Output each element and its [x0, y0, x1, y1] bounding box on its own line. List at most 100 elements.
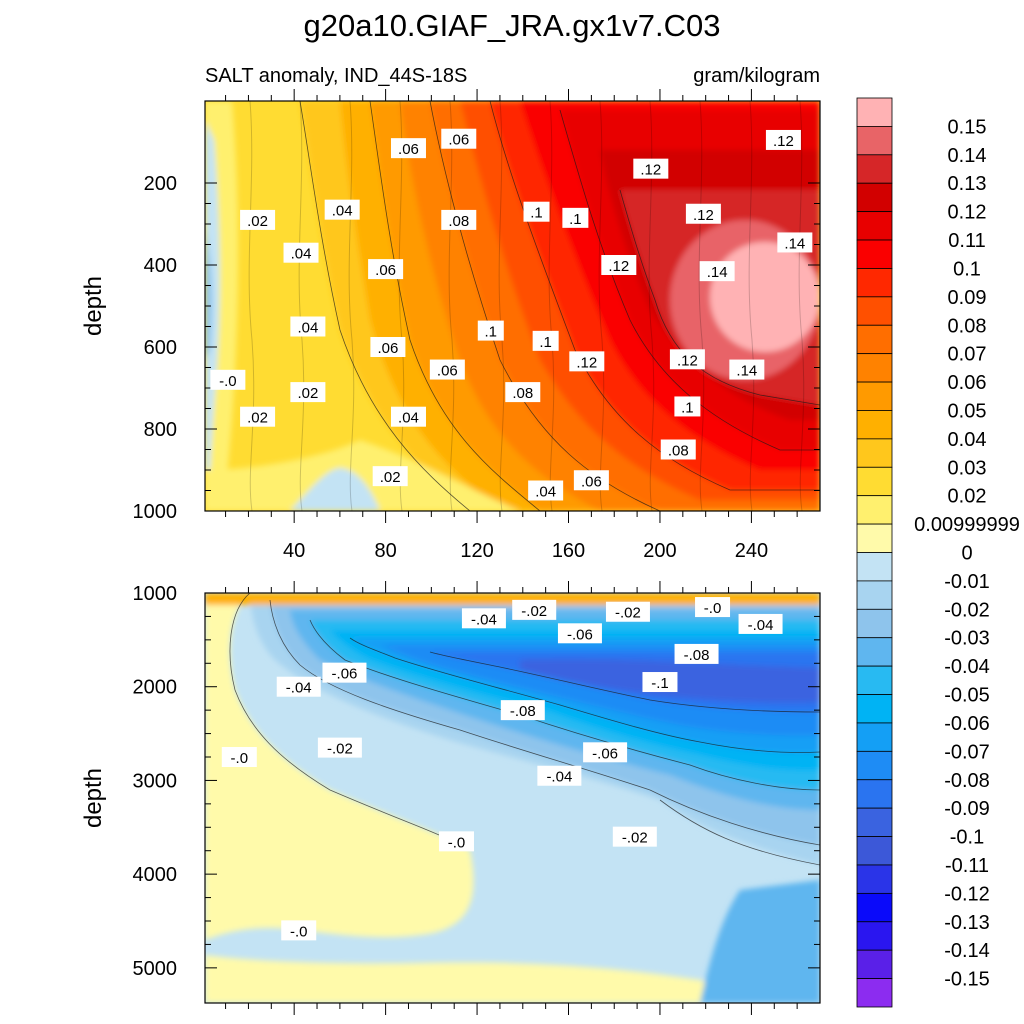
upper-field — [205, 101, 820, 511]
contour-label-box — [322, 662, 367, 683]
contour-label-text: .06 — [375, 262, 396, 279]
contour-label-text: .06 — [448, 132, 469, 149]
contour-label-box — [370, 337, 406, 357]
colorbar-label: -0.04 — [944, 656, 990, 678]
contour-label-text: .02 — [247, 410, 268, 427]
contour-label-box — [695, 597, 731, 618]
x-tick-label: 160 — [552, 540, 585, 562]
contour-label-box — [532, 330, 559, 351]
colorbar-box — [856, 182, 893, 213]
contour-label-text: -.06 — [567, 626, 593, 643]
contour-label: .1 — [477, 320, 504, 341]
contour-label-box — [240, 406, 276, 427]
contour-label-text: -.04 — [286, 680, 312, 697]
contour-label-text: .12 — [640, 162, 661, 179]
colorbar-box — [856, 665, 893, 695]
contour-label-text: .02 — [247, 213, 268, 230]
contour-label-box — [642, 672, 678, 693]
colorbar-box — [856, 580, 893, 610]
contour-label: .06 — [441, 128, 477, 149]
contour-label-box — [569, 351, 605, 372]
contour-label: .04 — [324, 199, 360, 220]
contour-label-text: .12 — [576, 354, 597, 371]
colorbar-box — [856, 353, 893, 383]
contour-label-text: -.08 — [510, 703, 536, 720]
contour-label-box — [557, 623, 602, 644]
contour-label-box — [528, 480, 564, 501]
contour-label-box — [523, 201, 550, 222]
contour-label: -.1 — [642, 672, 678, 693]
contour-label: -.06 — [583, 742, 628, 763]
contour-label-text: .06 — [437, 363, 458, 380]
contour-label-text: .12 — [677, 352, 698, 369]
colorbar-label: 0.14 — [948, 145, 987, 167]
contour-label-box — [729, 359, 765, 380]
colorbar-box — [856, 466, 893, 497]
colorbar-box — [856, 97, 893, 127]
contour-label-text: .14 — [707, 264, 728, 281]
contour-label-text: .04 — [535, 484, 556, 501]
colorbar-box — [856, 381, 893, 411]
colorbar-box — [856, 523, 893, 553]
contour-label-text: -.02 — [521, 603, 547, 620]
contour-label-box — [390, 138, 426, 159]
contour-label: .02 — [240, 406, 276, 427]
contour-label-box — [441, 209, 477, 230]
colorbar-box — [856, 750, 893, 781]
contour-label-box — [240, 209, 276, 230]
colorbar-box — [856, 864, 893, 894]
contour-label: -.08 — [674, 643, 719, 664]
colorbar-box — [856, 410, 893, 440]
x-tick-label: 40 — [283, 540, 305, 562]
contour-label-box — [738, 613, 783, 634]
colorbar-label: 0.05 — [948, 400, 987, 422]
contour-label: -.0 — [210, 369, 246, 390]
colorbar-label: 0.12 — [948, 202, 987, 224]
contour-label-text: .1 — [681, 399, 694, 416]
contour-label-box — [441, 128, 477, 149]
colorbar-label: 0.07 — [948, 344, 987, 366]
colorbar-label: -0.13 — [944, 912, 990, 934]
contour-label: -.06 — [557, 623, 602, 644]
contour-label: .02 — [240, 209, 276, 230]
contour-label-text: -.06 — [332, 666, 358, 683]
colorbar-label: -0.09 — [944, 798, 990, 820]
contour-label: -.06 — [322, 662, 367, 683]
contour-label-box — [477, 320, 504, 341]
colorbar-box — [856, 126, 893, 156]
upper-axis-ticks: 200 400 600 800 1000 40 80 120 160 200 240 — [133, 89, 820, 562]
colorbar-label: -0.08 — [944, 770, 990, 792]
contour-label-text: .04 — [291, 246, 312, 263]
contour-label-text: .02 — [380, 469, 401, 486]
contour-label-text: .1 — [485, 324, 498, 341]
colorbar-label: -0.03 — [944, 628, 990, 650]
colorbar-label: 0.08 — [948, 315, 987, 337]
contour-label-box — [685, 203, 721, 224]
contour-label-box — [368, 259, 404, 280]
contour-label-box — [605, 601, 650, 622]
lower-plot-frame — [204, 592, 821, 1004]
contour-label-text: .06 — [377, 340, 398, 357]
contour-label: .04 — [283, 242, 319, 263]
contour-label-box — [660, 439, 696, 460]
contour-label: .02 — [372, 466, 408, 487]
contour-label-text: -.02 — [622, 830, 648, 847]
colorbar-label: 0 — [961, 543, 972, 565]
contour-label-text: -.06 — [592, 745, 618, 762]
contour-label-text: .02 — [297, 385, 318, 402]
contour-label: .06 — [429, 359, 465, 380]
colorbar-box — [856, 438, 893, 468]
colorbar-box — [856, 779, 893, 809]
contour-label: .06 — [390, 138, 426, 159]
contour-label-text: .14 — [736, 363, 757, 380]
colorbar-box — [856, 154, 893, 184]
colorbar-box — [856, 949, 893, 979]
colorbar-box — [856, 694, 893, 724]
figure-title: g20a10.GIAF_JRA.gx1v7.C03 — [303, 8, 720, 43]
y-tick-label: 800 — [144, 419, 177, 441]
contour-label: -.0 — [221, 747, 257, 767]
contour-label: .14 — [777, 232, 813, 253]
lower-axis-ticks: 1000 2000 3000 4000 5000 — [133, 581, 820, 1015]
left-subtitle: SALT anomaly, IND_44S-18S — [205, 65, 467, 87]
contour-label: -.0 — [695, 597, 731, 618]
